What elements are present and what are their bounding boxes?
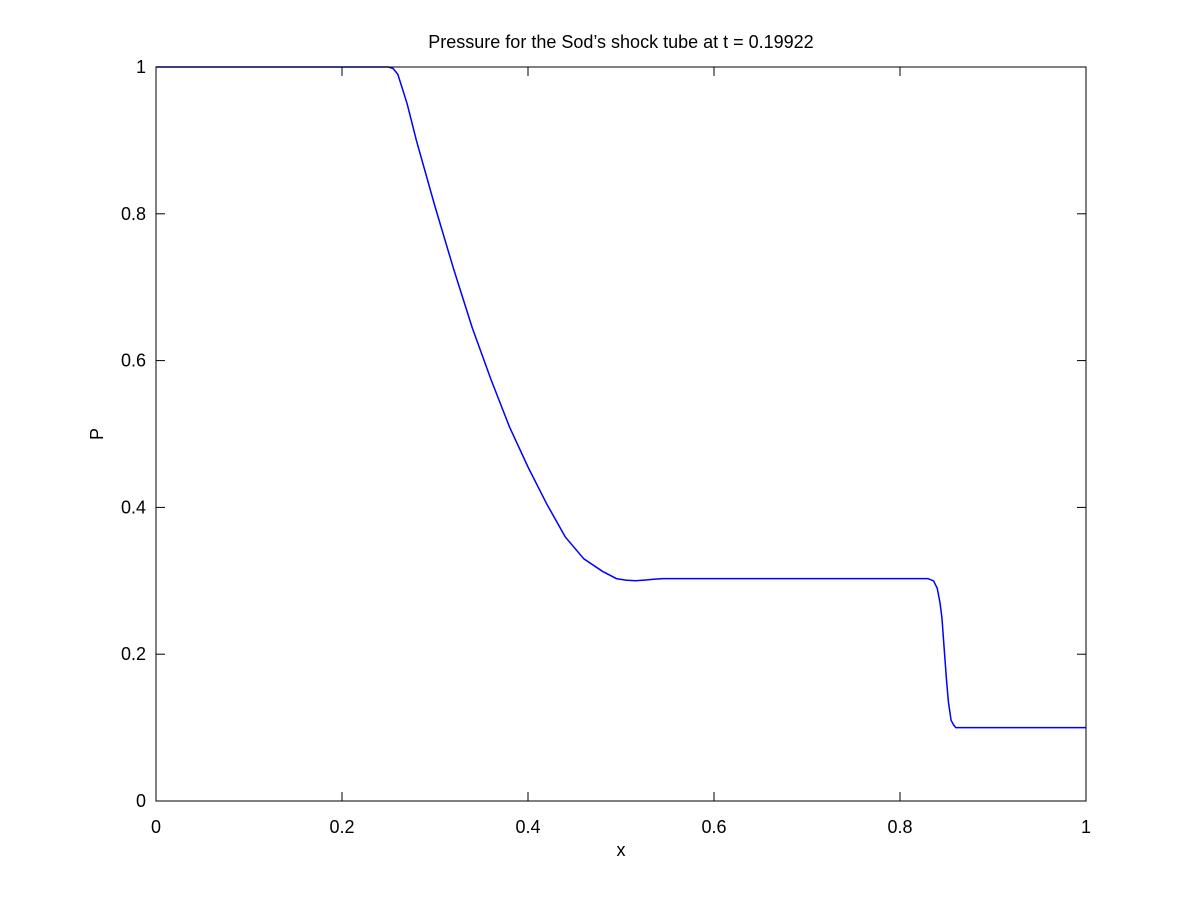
y-tick-label-0: 0: [136, 791, 146, 811]
x-tick-label-4: 0.8: [887, 817, 912, 837]
y-tick-label-4: 0.8: [121, 204, 146, 224]
x-tick-label-1: 0.2: [329, 817, 354, 837]
y-tick-labels: 0 0.2 0.4 0.6 0.8 1: [121, 57, 146, 811]
y-tick-label-3: 0.6: [121, 351, 146, 371]
plot-area-frame: [155, 66, 1087, 802]
chart-title: Pressure for the Sod’s shock tube at t =…: [428, 32, 813, 52]
y-axis-label: P: [87, 428, 107, 440]
x-tick-label-5: 1: [1081, 817, 1091, 837]
x-tick-label-0: 0: [151, 817, 161, 837]
y-tick-label-2: 0.4: [121, 497, 146, 517]
x-tick-label-3: 0.6: [701, 817, 726, 837]
x-tick-label-2: 0.4: [515, 817, 540, 837]
pressure-series-line: [156, 66, 1086, 729]
x-tick-labels: 0 0.2 0.4 0.6 0.8 1: [151, 817, 1091, 837]
y-tick-label-5: 1: [136, 57, 146, 77]
x-axis-label: x: [617, 840, 626, 860]
y-tick-label-1: 0.2: [121, 644, 146, 664]
